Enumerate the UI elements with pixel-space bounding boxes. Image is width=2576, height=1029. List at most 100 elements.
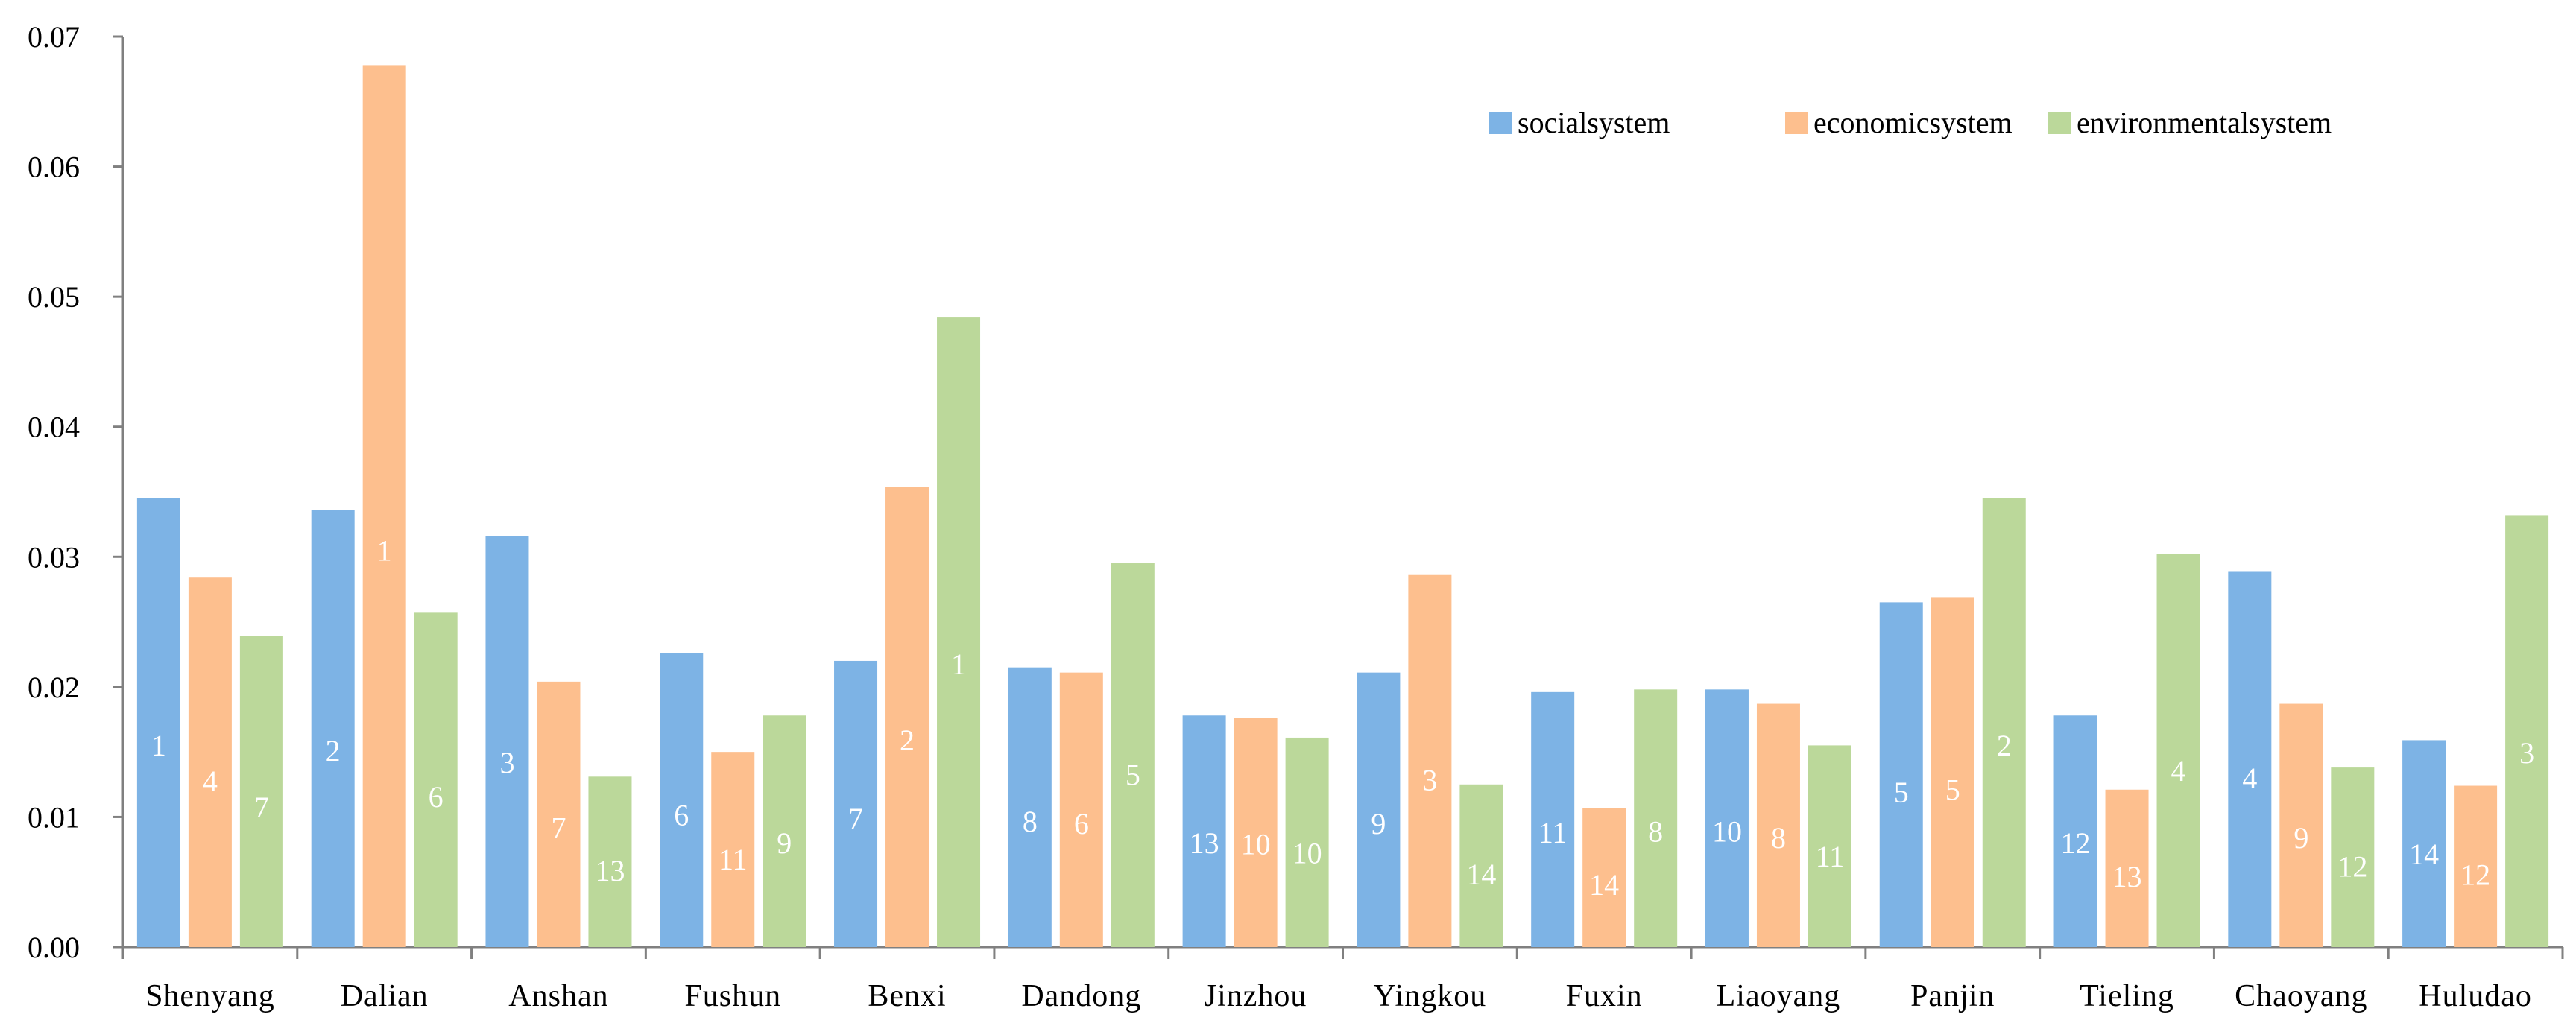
data-label: 10: [1712, 814, 1742, 848]
x-tick-label: Panjin: [1910, 979, 1995, 1013]
bar: [660, 653, 704, 947]
data-label: 8: [1648, 814, 1663, 848]
data-label: 12: [2061, 826, 2091, 860]
data-label: 2: [1997, 729, 2012, 762]
bar: [1008, 667, 1052, 947]
data-label: 6: [674, 798, 689, 832]
bar: [1756, 703, 1800, 947]
legend-label: socialsystem: [1518, 106, 1670, 139]
legend-label: economicsystem: [1813, 106, 2012, 139]
y-tick-label: 0.02: [28, 671, 80, 704]
y-tick-label: 0.00: [28, 931, 80, 964]
bar: [188, 577, 232, 947]
data-label: 12: [2460, 858, 2490, 892]
data-label: 1: [951, 648, 966, 681]
data-label: 14: [1466, 858, 1496, 891]
bar: [136, 498, 180, 947]
bar: [1357, 672, 1401, 947]
data-label: 8: [1771, 821, 1786, 855]
bar: [2402, 740, 2446, 947]
data-label: 4: [203, 764, 218, 798]
data-label: 9: [2294, 821, 2308, 855]
bar: [1705, 689, 1749, 947]
bar: [362, 65, 406, 947]
data-label: 2: [326, 734, 341, 767]
bar: [2331, 767, 2375, 947]
bar: [414, 612, 458, 947]
bar: [537, 681, 581, 947]
y-tick-label: 0.04: [28, 411, 80, 444]
data-label: 4: [2171, 754, 2186, 788]
legend-swatch: [2048, 112, 2071, 134]
data-label: 6: [429, 780, 443, 814]
bar: [311, 510, 355, 947]
x-tick-label: Anshan: [508, 979, 608, 1013]
bar: [1234, 718, 1278, 947]
data-label: 1: [151, 729, 166, 762]
x-tick-label: Yingkou: [1374, 979, 1487, 1013]
x-tick-label: Tieling: [2080, 979, 2174, 1013]
bar: [886, 487, 929, 947]
bar: [834, 660, 878, 947]
x-tick-label: Huludao: [2419, 979, 2532, 1013]
data-label: 14: [1589, 868, 1619, 902]
bar: [1982, 498, 2026, 947]
x-tick-label: Fushun: [684, 979, 781, 1013]
bar: [2053, 715, 2097, 947]
data-label: 6: [1074, 807, 1089, 840]
x-tick-label: Dandong: [1021, 979, 1141, 1013]
data-label: 3: [1422, 763, 1437, 797]
data-label: 5: [1126, 758, 1140, 791]
data-label: 3: [2519, 736, 2534, 770]
x-tick-label: Chaoyang: [2235, 979, 2367, 1013]
data-label: 8: [1023, 805, 1038, 838]
x-tick-label: Shenyang: [145, 979, 275, 1013]
data-label: 9: [777, 826, 792, 860]
data-label: 10: [1241, 828, 1271, 861]
x-tick-label: Benxi: [868, 979, 946, 1013]
bar: [1531, 691, 1575, 947]
legend-swatch: [1489, 112, 1512, 134]
legend-item: environmentalsystem: [2048, 106, 2332, 139]
legend: socialsystem economicsystem environmentals…: [1489, 106, 2332, 139]
x-tick-label: Jinzhou: [1205, 979, 1307, 1013]
data-label: 13: [2112, 860, 2142, 893]
y-tick-label: 0.07: [28, 20, 80, 54]
bar: [1582, 808, 1626, 947]
data-label: 9: [1371, 807, 1386, 840]
data-label: 5: [1894, 776, 1909, 809]
bar: [1808, 745, 1852, 947]
bar: [1111, 563, 1155, 947]
data-label: 7: [254, 791, 269, 824]
data-label: 12: [2337, 850, 2367, 884]
x-tick-label: Dalian: [341, 979, 429, 1013]
data-label: 13: [595, 854, 625, 887]
bar: [2228, 571, 2272, 947]
bar: [1059, 672, 1103, 947]
data-label: 14: [2409, 838, 2439, 871]
data-label: 11: [1816, 840, 1845, 873]
y-axis: 0.00 0.01 0.02 0.03 0.04 0.05 0.06 0.07: [28, 20, 124, 964]
data-label: 10: [1292, 837, 1322, 870]
data-label: 1: [377, 534, 392, 567]
bar: [2105, 789, 2149, 947]
data-label: 4: [2242, 762, 2257, 795]
bar: [763, 715, 806, 947]
data-label: 2: [900, 724, 915, 757]
data-label: 3: [499, 746, 514, 779]
y-tick-label: 0.06: [28, 151, 80, 184]
bar: [2156, 554, 2200, 947]
bar: [711, 752, 755, 947]
legend-item: socialsystem: [1489, 106, 1670, 139]
bar: [485, 536, 529, 947]
bar: [937, 317, 981, 947]
bar: [1634, 689, 1678, 947]
bar: [1285, 737, 1329, 947]
data-label: 13: [1190, 826, 1219, 860]
legend-item: economicsystem: [1785, 106, 2012, 139]
